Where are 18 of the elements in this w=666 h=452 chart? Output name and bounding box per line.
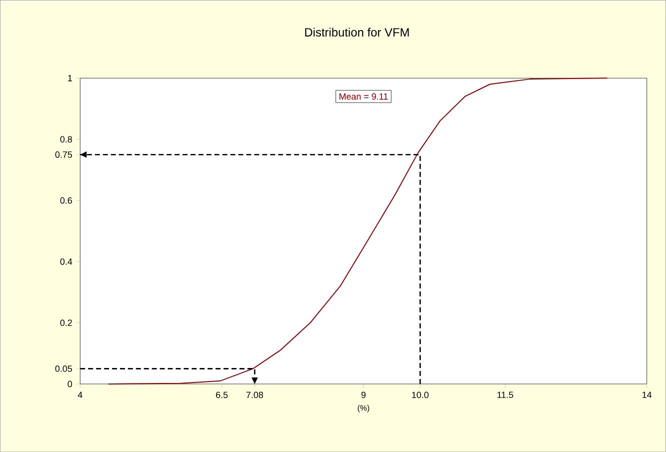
x-tick-label: 10.0 [412, 392, 429, 398]
y-tick-label: 0.4 [60, 258, 72, 265]
chart-title: Distribution for VFM [305, 28, 409, 36]
y-tick-label: 1 [68, 74, 72, 82]
x-tick-label: 6.5 [216, 392, 228, 398]
y-tick-label: 0.05 [55, 365, 72, 372]
x-tick-label: 4 [78, 392, 82, 398]
y-tick-label: 0.2 [60, 320, 72, 326]
y-tick-label: 0.8 [60, 136, 72, 142]
line-series [108, 78, 608, 384]
x-tick-label: 9 [361, 392, 366, 398]
y-tick-label: 0 [68, 380, 72, 388]
y-tick-label: 0.75 [55, 151, 72, 158]
annotation: Mean = 9.11 [340, 93, 388, 100]
y-tick-label: 0.6 [60, 197, 72, 204]
x-tick-label: 11.5 [497, 392, 514, 398]
x-tick-label: 14 [642, 392, 652, 398]
x-tick-label: 7.08 [246, 392, 264, 398]
